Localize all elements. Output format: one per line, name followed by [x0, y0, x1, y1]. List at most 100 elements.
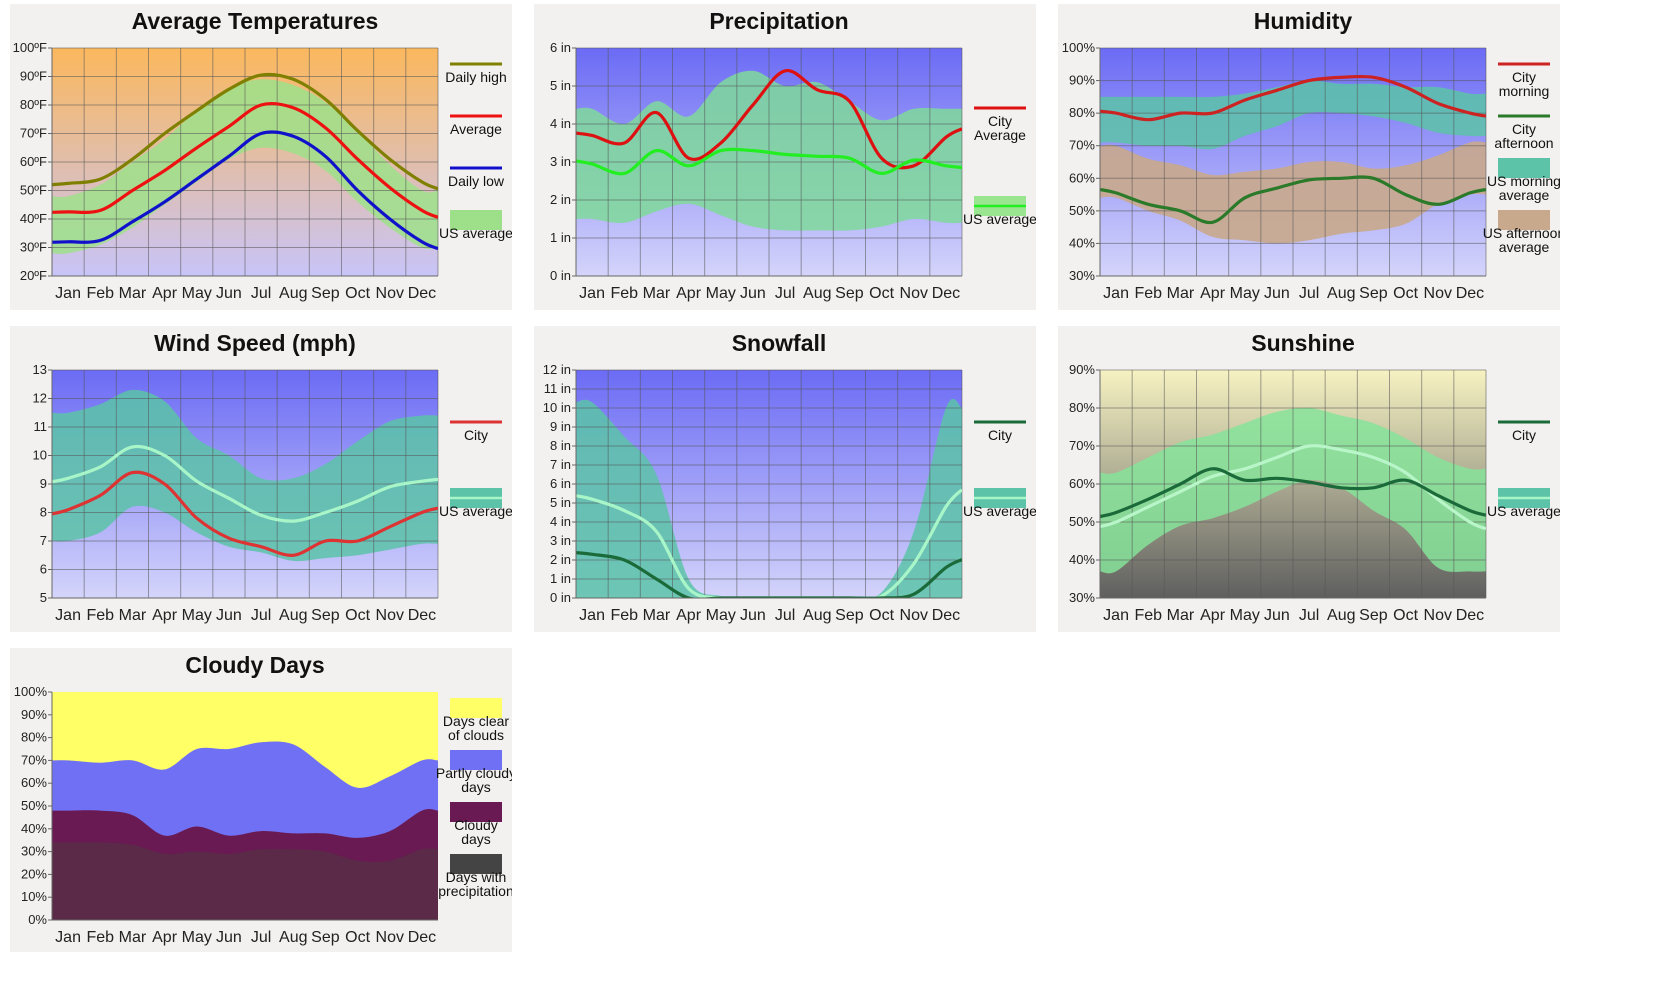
chart-panel-snowfall: Snowfall 0 in 1 in 2 in 3 in 4 in 5 in 6 in 7 in…	[534, 326, 1036, 632]
chart-svg-wind: Wind Speed (mph) 5 6 7 8 9 10 11 12 13 Jan Feb Mar Ap…	[33, 330, 512, 624]
series-line-city-average	[576, 69, 962, 170]
x-tick-label: May	[706, 607, 736, 624]
y-tick-label: 6 in	[550, 40, 571, 55]
legend-item-daily-high: Daily high	[445, 62, 507, 85]
chart-title: Wind Speed (mph)	[154, 330, 356, 356]
x-tick-label: Aug	[1327, 607, 1355, 624]
chart-title: Snowfall	[732, 330, 827, 356]
y-tick-label: 90ºF	[20, 69, 47, 84]
y-tick-label: 5 in	[550, 495, 571, 510]
chart-title: Average Temperatures	[132, 8, 379, 34]
x-tick-label: Apr	[152, 929, 178, 946]
y-tick-label: 50ºF	[20, 183, 47, 198]
x-tick-label: Sep	[311, 607, 340, 624]
y-tick-label: 20%	[21, 866, 47, 881]
y-tick-label: 7 in	[550, 457, 571, 472]
x-tick-label: Feb	[610, 285, 638, 302]
chart-svg-precip: Precipitation 0 in 1 in 2 in 3 in 4 in 5 in 6 i…	[550, 8, 1036, 302]
y-tick-label: 4 in	[550, 116, 571, 131]
legend-label: Daily low	[448, 173, 505, 189]
y-tick-label: 70%	[1069, 138, 1095, 153]
x-tick-label: Apr	[676, 607, 702, 624]
legend-label: days	[461, 779, 491, 795]
x-tick-label: Mar	[119, 285, 147, 302]
x-tick-label: May	[706, 285, 736, 302]
legend-label: of clouds	[448, 727, 504, 743]
legend-label: Days with	[446, 869, 507, 885]
x-tick-label: Oct	[345, 285, 370, 302]
legend-label: days	[461, 831, 491, 847]
legend-label: City	[464, 427, 488, 443]
x-tick-label: Mar	[643, 607, 671, 624]
y-tick-label: 8	[40, 505, 47, 520]
legend-swatch	[450, 210, 502, 230]
y-tick-label: 30ºF	[20, 240, 47, 255]
y-tick-label: 90%	[21, 707, 47, 722]
x-tick-label: Dec	[932, 607, 960, 624]
chart-panel-humidity: Humidity 30% 40% 50% 60% 70% 80% 90% 100% Jan Feb M…	[1058, 4, 1560, 310]
y-tick-label: 70%	[1069, 438, 1095, 453]
x-tick-label: Apr	[1200, 607, 1226, 624]
y-tick-label: 1 in	[550, 571, 571, 586]
chart-svg-cloudy: Cloudy Days 0% 10% 20% 30% 40% 50% 60% 70% 80% 90%…	[14, 652, 512, 946]
legend-label: City	[1512, 427, 1536, 443]
x-tick-label: Dec	[408, 929, 436, 946]
chart-panel-precipitation: Precipitation 0 in 1 in 2 in 3 in 4 in 5 in 6 i…	[534, 4, 1036, 310]
legend-label: Average	[450, 121, 502, 137]
y-tick-label: 11 in	[544, 381, 571, 396]
legend-label: US afternoon	[1483, 225, 1560, 241]
x-tick-label: Oct	[1393, 285, 1418, 302]
y-tick-label: 50%	[1069, 514, 1095, 529]
y-tick-label: 80ºF	[20, 97, 47, 112]
x-tick-label: Mar	[119, 607, 147, 624]
y-tick-label: 7	[40, 533, 47, 548]
y-tick-label: 30%	[21, 844, 47, 859]
y-tick-label: 11	[34, 419, 48, 434]
grid	[1099, 47, 1487, 277]
x-tick-label: Sep	[311, 929, 340, 946]
legend-label: precipitation	[438, 883, 512, 899]
legend-label: US average	[1487, 503, 1560, 519]
y-tick-label: 100%	[1062, 40, 1096, 55]
legend-label: Daily high	[445, 69, 506, 85]
chart-panel-sunshine: Sunshine 30% 40% 50% 60% 70% 80% 90% Jan Feb Mar Ap…	[1058, 326, 1560, 632]
x-tick-label: Dec	[932, 285, 960, 302]
x-tick-label: Apr	[676, 285, 702, 302]
y-tick-label: 0 in	[550, 590, 571, 605]
x-tick-label: Jul	[775, 607, 795, 624]
legend-label: US average	[963, 211, 1036, 227]
y-tick-label: 8 in	[550, 438, 571, 453]
y-tick-label: 10	[33, 448, 47, 463]
y-tick-label: 0 in	[550, 268, 571, 283]
y-tick-label: 13	[33, 362, 47, 377]
legend-item-us-average: US average	[439, 210, 512, 241]
x-tick-label: Feb	[610, 607, 638, 624]
x-tick-label: Aug	[279, 929, 307, 946]
legend-label: City	[1512, 69, 1536, 85]
chart-title: Sunshine	[1251, 330, 1355, 356]
x-tick-label: Aug	[279, 285, 307, 302]
legend-label: average	[1499, 187, 1550, 203]
y-tick-label: 40%	[1069, 235, 1095, 250]
y-tick-label: 6	[40, 562, 47, 577]
legend-label: City	[988, 113, 1012, 129]
y-tick-label: 90%	[1069, 362, 1095, 377]
x-tick-label: Feb	[1134, 607, 1162, 624]
chart-panel-cloudy-days: Cloudy Days 0% 10% 20% 30% 40% 50% 60% 70% 80% 90%…	[10, 648, 512, 952]
y-tick-label: 50%	[21, 798, 47, 813]
x-tick-label: Aug	[803, 607, 831, 624]
y-tick-label: 5	[40, 590, 47, 605]
x-tick-label: Apr	[1200, 285, 1226, 302]
chart-title: Cloudy Days	[185, 652, 324, 678]
y-tick-label: 30%	[1069, 590, 1095, 605]
y-tick-label: 12 in	[543, 362, 571, 377]
x-tick-label: Oct	[869, 607, 894, 624]
x-tick-label: Jun	[1264, 285, 1290, 302]
series-line-us-average	[576, 488, 962, 598]
